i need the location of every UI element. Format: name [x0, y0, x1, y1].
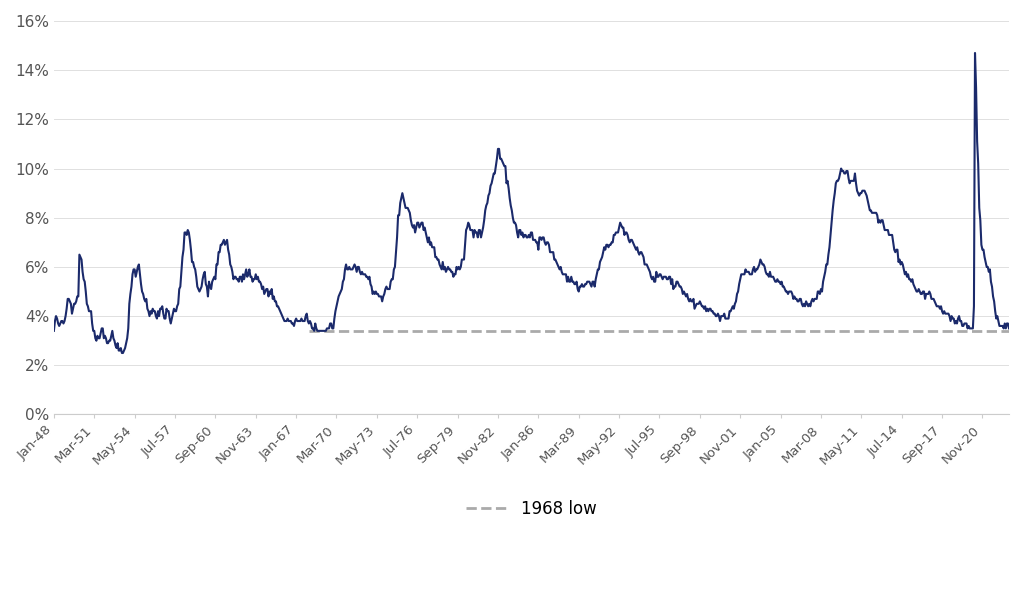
Legend: 1968 low: 1968 low: [460, 493, 603, 524]
